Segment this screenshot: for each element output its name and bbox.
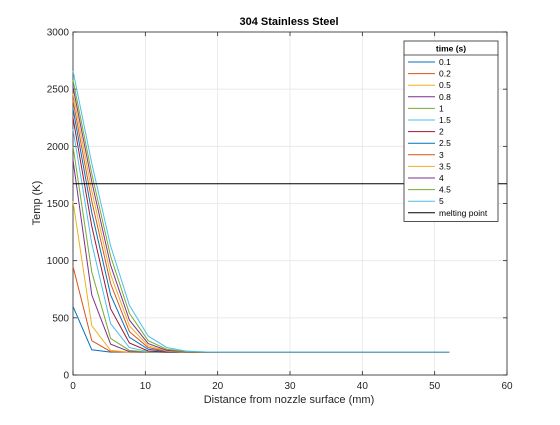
legend-title: time (s) — [436, 44, 466, 54]
legend: time (s) 0.1 0.20.5 0.81 1.5 22.5 33.5 4 4.55 mel… — [403, 40, 499, 222]
series-line-5 — [72, 70, 450, 353]
y-tick-label: 0 — [63, 371, 69, 382]
x-tick-label: 20 — [212, 381, 224, 392]
x-tick-label: 0 — [70, 381, 76, 392]
x-axis-label: Distance from nozzle surface (mm) — [204, 394, 375, 406]
y-tick-label: 2500 — [47, 85, 70, 96]
x-tick-label: 30 — [284, 381, 296, 392]
legend-label: 4.5 — [439, 185, 451, 195]
legend-label: 1.5 — [439, 115, 451, 125]
legend-label: 4 — [439, 173, 444, 183]
x-tick-label: 60 — [501, 381, 513, 392]
y-tick-label: 2000 — [47, 142, 70, 153]
legend-label: 5 — [439, 196, 444, 206]
x-tick-label: 40 — [357, 381, 369, 392]
x-tick-label: 50 — [429, 381, 441, 392]
legend-label: 0.2 — [439, 69, 451, 79]
chart-title: 304 Stainless Steel — [239, 16, 338, 28]
legend-label: 0.8 — [439, 92, 451, 102]
legend-label: 0.1 — [439, 57, 451, 67]
y-tick-label: 1000 — [47, 256, 70, 267]
y-tick-label: 500 — [52, 313, 69, 324]
x-tick-label: 10 — [140, 381, 152, 392]
legend-label: 3 — [439, 150, 444, 160]
y-tick-label: 1500 — [47, 199, 70, 210]
y-axis-label: Temp (K) — [31, 181, 43, 226]
legend-label: 1 — [439, 103, 444, 113]
tick-labels: 0 10 20 30 40 50 60 0 500 1000 1500 2000 2500 3000 — [47, 28, 513, 393]
legend-label: 0.5 — [439, 80, 451, 90]
legend-label: melting point — [439, 208, 488, 218]
legend-label: 3.5 — [439, 161, 451, 171]
legend-label: 2.5 — [439, 138, 451, 148]
legend-label: 2 — [439, 127, 444, 137]
y-tick-label: 3000 — [47, 28, 70, 39]
